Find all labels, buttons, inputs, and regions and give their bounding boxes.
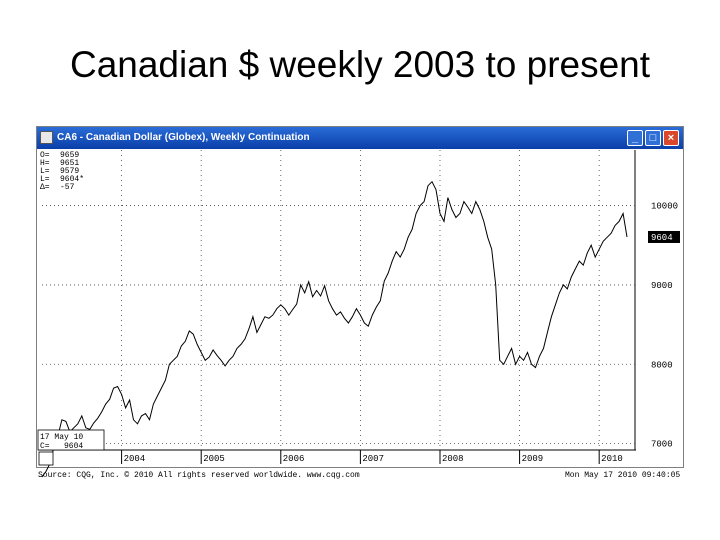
y-tick-label: 9000 <box>651 281 673 291</box>
quote-label: L= <box>40 175 50 184</box>
x-tick-label: 2006 <box>283 454 305 464</box>
x-tick-label: 2004 <box>124 454 146 464</box>
quote-label: L= <box>40 167 50 176</box>
x-tick-label: 2008 <box>442 454 464 464</box>
cursor-date: 17 May 10 <box>40 433 83 442</box>
last-price-label: 9604 <box>651 233 673 243</box>
window-titlebar[interactable]: CA6 - Canadian Dollar (Globex), Weekly C… <box>37 127 683 149</box>
cursor-readout-box <box>37 429 105 451</box>
window-title: CA6 - Canadian Dollar (Globex), Weekly C… <box>57 132 310 143</box>
price-line[interactable] <box>41 180 628 478</box>
close-icon[interactable]: × <box>663 130 679 146</box>
y-tick-label: 7000 <box>651 440 673 450</box>
x-tick-label: 2007 <box>362 454 384 464</box>
y-tick-label: 8000 <box>651 360 673 370</box>
x-tick-label: 2010 <box>601 454 623 464</box>
corner-checkbox[interactable] <box>38 451 54 466</box>
slide-title: Canadian $ weekly 2003 to present <box>69 44 651 85</box>
quote-value: 9651 <box>60 159 79 168</box>
x-tick-label: 2005 <box>203 454 225 464</box>
cursor-value: 9604 <box>64 442 83 451</box>
y-tick-label: 10000 <box>651 202 678 212</box>
quote-label: Δ= <box>40 183 50 192</box>
footer-timestamp: Mon May 17 2010 09:40:05 <box>565 471 681 480</box>
cursor-value-label: C= <box>40 442 50 451</box>
minimize-icon[interactable]: _ <box>627 130 643 146</box>
x-tick-label: 2009 <box>522 454 544 464</box>
quote-value: -57 <box>60 183 75 192</box>
maximize-icon[interactable]: □ <box>645 130 661 146</box>
quote-value: 9579 <box>60 167 79 176</box>
app-icon <box>40 131 53 144</box>
last-price-marker <box>648 230 680 243</box>
quote-label: O= <box>40 151 50 160</box>
quote-value: 9659 <box>60 151 79 160</box>
footer-source: Source: CQG, Inc. © 2010 All rights rese… <box>38 471 360 480</box>
quote-label: H= <box>40 159 50 168</box>
quote-value: 9604* <box>60 175 84 184</box>
